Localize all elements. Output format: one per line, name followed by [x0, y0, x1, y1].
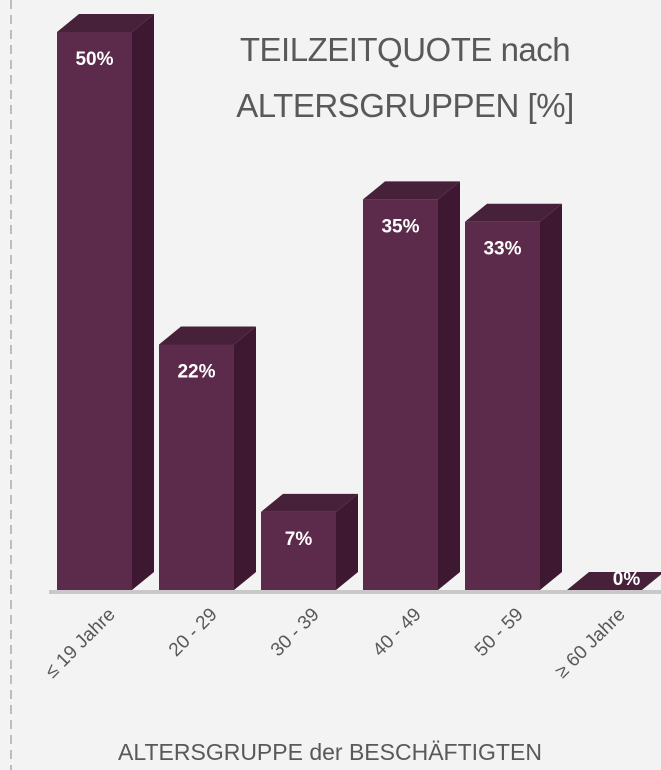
bar	[57, 32, 132, 590]
data-label: 33%	[483, 239, 521, 260]
x-tick-label: ≤ 19 Jahre	[41, 604, 119, 682]
bar-side	[438, 181, 460, 590]
bar-side	[336, 493, 358, 590]
bar-top	[159, 326, 256, 345]
bar	[465, 221, 540, 590]
x-axis-label: ALTERSGRUPPE der BESCHÄFTIGTEN	[118, 739, 542, 765]
bar-top	[261, 493, 358, 512]
data-label: 35%	[381, 216, 419, 237]
bar-side	[132, 14, 154, 590]
bar-top	[57, 14, 154, 32]
bar-side	[540, 203, 562, 590]
data-label: 7%	[285, 529, 313, 550]
floor	[49, 590, 661, 594]
bar	[363, 199, 438, 590]
x-tick-label: 40 - 49	[369, 604, 426, 661]
x-tick-label: 20 - 29	[165, 604, 222, 661]
data-label: 0%	[613, 569, 641, 590]
chart-title: TEILZEITQUOTE nach ALTERSGRUPPEN [%]	[236, 31, 574, 124]
x-tick-label: 30 - 39	[267, 604, 324, 661]
data-label: 22%	[177, 361, 215, 382]
x-tick-label: ≥ 60 Jahre	[551, 604, 629, 682]
bar	[261, 511, 336, 590]
bar-top	[363, 181, 460, 200]
bar-side	[234, 326, 256, 590]
x-tick-label: 50 - 59	[471, 604, 528, 661]
bar-top	[567, 572, 661, 590]
bar	[159, 344, 234, 590]
data-label: 50%	[75, 49, 113, 70]
bar-top	[465, 203, 562, 222]
